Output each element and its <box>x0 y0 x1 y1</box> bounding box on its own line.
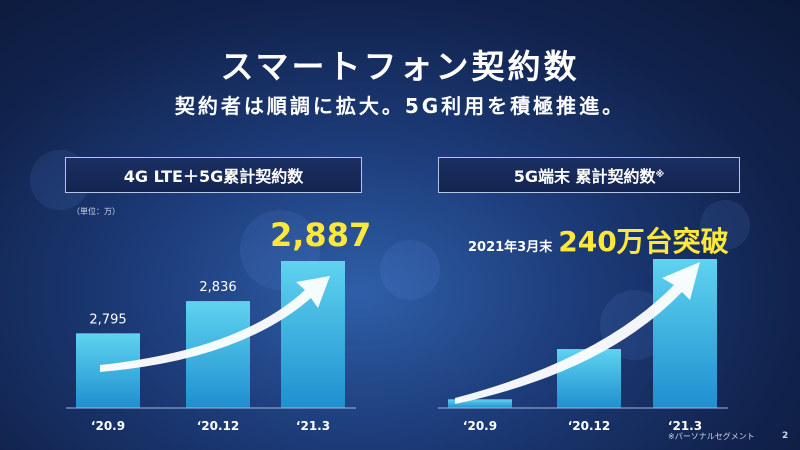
page-subtitle: 契約者は順調に拡大。5G利用を積極推進。 <box>174 94 626 118</box>
right-headline-lead: 2021年3月末 <box>468 240 553 255</box>
page-title: スマートフォン契約数 <box>220 47 580 86</box>
growth-arrows <box>100 262 700 404</box>
bar-value-label: 2,795 <box>89 312 126 327</box>
bar-value-label: 2,836 <box>199 280 236 295</box>
page-number: 2 <box>782 431 789 441</box>
left-bar-chart: ‘20.9 2,795 ‘20.12 2,836 ‘21.3 <box>66 261 356 433</box>
right-bar-chart: ‘20.9 ‘20.12 ‘21.3 <box>438 259 728 433</box>
right-panel-label-mark: ※ <box>655 170 665 180</box>
left-highlight-value: 2,887 <box>270 216 372 254</box>
growth-arrow-left <box>100 276 330 372</box>
right-panel-label-text: 5G端末 累計契約数 <box>513 167 656 186</box>
x-tick-label: ‘20.9 <box>91 419 125 433</box>
x-tick-label: ‘21.3 <box>296 419 330 433</box>
left-panel-label: 4G LTE＋5G累計契約数 <box>65 157 362 193</box>
right-headline-value: 240万台突破 <box>558 225 729 258</box>
growth-arrow-right <box>455 262 700 404</box>
bar-5g-0 <box>448 399 512 408</box>
right-panel-label: 5G端末 累計契約数 ※ <box>438 157 740 193</box>
x-tick-label: ‘20.12 <box>568 419 611 433</box>
right-headline: 2021年3月末 240万台突破 <box>468 220 729 260</box>
x-tick-label: ‘21.3 <box>668 419 702 433</box>
bokeh-light <box>700 200 750 250</box>
bokeh-light <box>380 240 440 300</box>
unit-label: （単位：万） <box>72 207 120 216</box>
x-tick-label: ‘20.12 <box>197 419 240 433</box>
footnote: ※パーソナルセグメント <box>668 432 755 441</box>
left-panel-label-text: 4G LTE＋5G累計契約数 <box>123 167 304 186</box>
x-tick-label: ‘20.9 <box>463 419 497 433</box>
